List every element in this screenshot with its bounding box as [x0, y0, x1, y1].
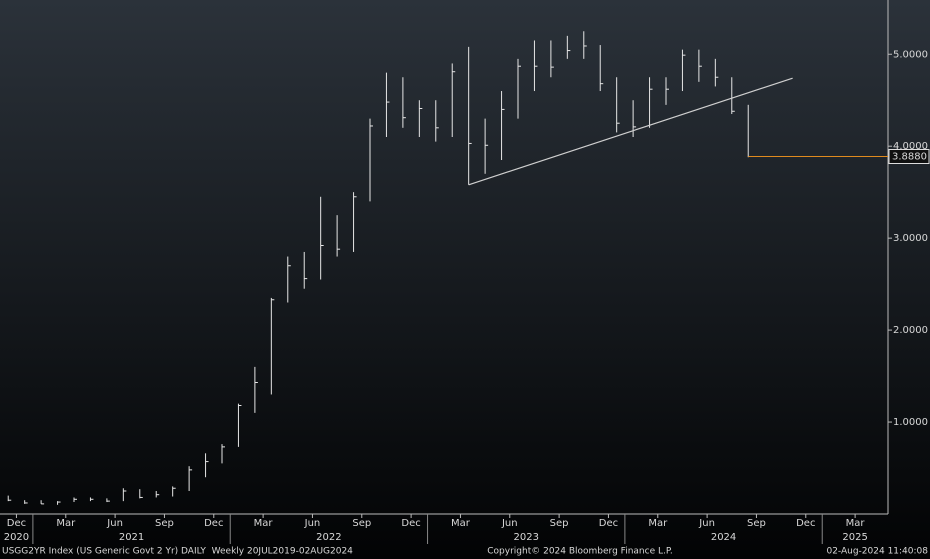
x-tick-label: Dec	[7, 518, 26, 529]
x-tick-label: Jun	[501, 518, 518, 529]
x-tick-label: Dec	[204, 518, 223, 529]
y-tick-label: 2.0000	[893, 325, 928, 336]
last-value-box	[888, 148, 930, 164]
x-tick-label: Dec	[796, 518, 815, 529]
x-tick-label: Dec	[599, 518, 618, 529]
x-tick-label: Dec	[401, 518, 420, 529]
footer-left: USGG2YR Index (US Generic Govt 2 Yr) DAI…	[2, 547, 353, 557]
x-tick-label: Sep	[352, 518, 371, 529]
year-label: 2022	[316, 532, 341, 543]
footer-right: 02-Aug-2024 11:40:08	[826, 547, 928, 557]
x-tick-label: Jun	[304, 518, 321, 529]
year-label: 2023	[513, 532, 538, 543]
year-label: 2020	[4, 532, 29, 543]
x-tick-label: Mar	[451, 518, 471, 529]
x-tick-label: Sep	[550, 518, 569, 529]
x-tick-label: Jun	[106, 518, 123, 529]
trendline	[468, 77, 793, 186]
y-tick-label: 5.0000	[893, 49, 928, 60]
x-tick-label: Mar	[254, 518, 274, 529]
footer-center: Copyright© 2024 Bloomberg Finance L.P.	[487, 547, 672, 557]
y-tick-label: 4.0000	[893, 141, 928, 152]
year-label: 2025	[842, 532, 867, 543]
y-tick-label: 1.0000	[893, 417, 928, 428]
x-tick-label: Mar	[56, 518, 76, 529]
x-tick-label: Mar	[648, 518, 668, 529]
y-tick-label: 3.0000	[893, 233, 928, 244]
x-tick-label: Sep	[155, 518, 174, 529]
x-tick-label: Mar	[846, 518, 866, 529]
x-tick-label: Jun	[698, 518, 715, 529]
year-label: 2021	[119, 532, 144, 543]
x-tick-label: Sep	[747, 518, 766, 529]
year-label: 2024	[711, 532, 736, 543]
last-value-label: 3.8880	[892, 151, 927, 162]
